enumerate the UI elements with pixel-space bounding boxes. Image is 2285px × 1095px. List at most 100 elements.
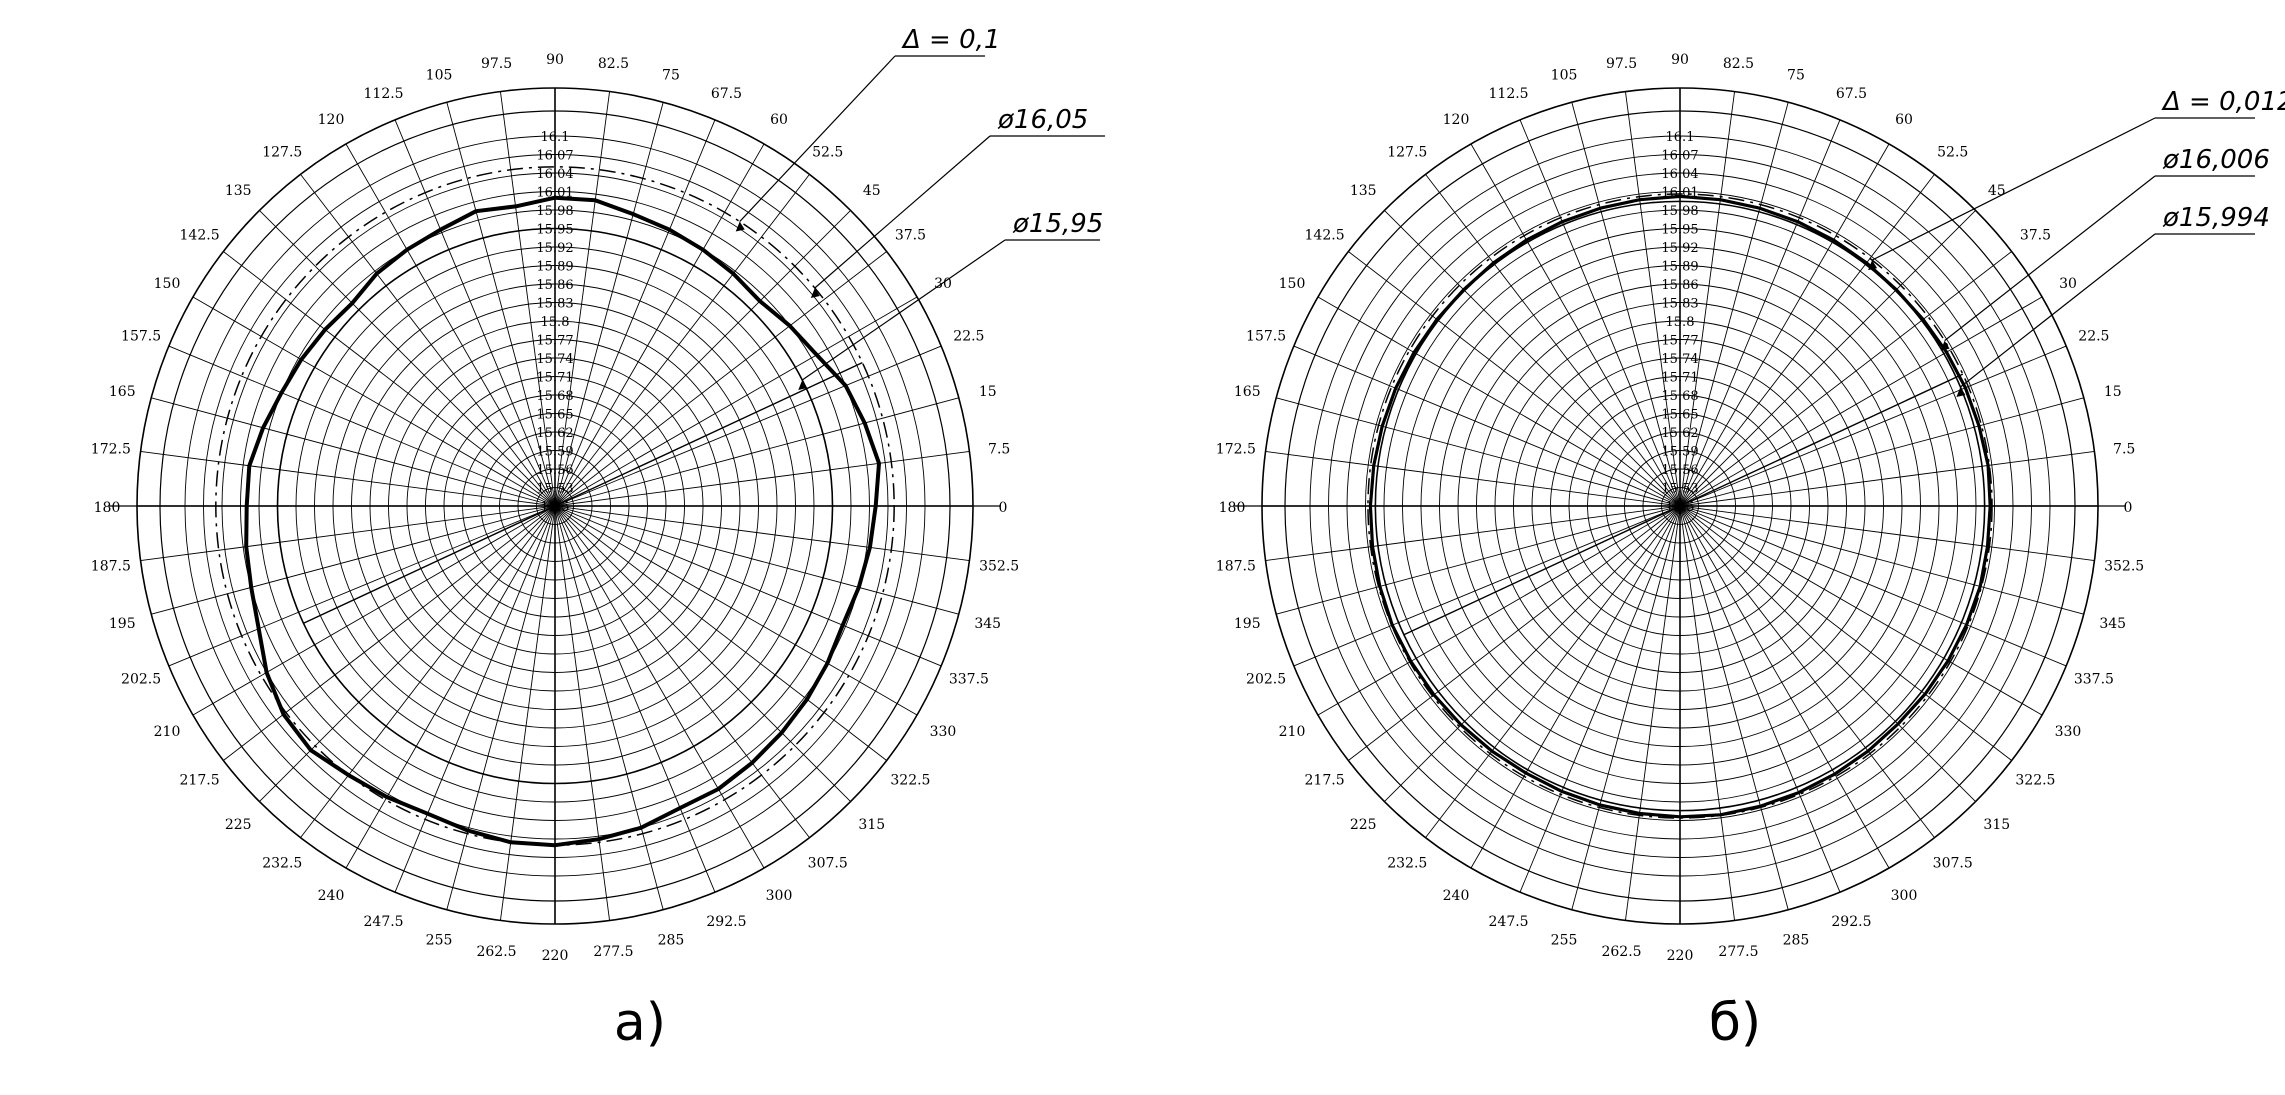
grid-spoke [499,91,556,507]
angle-tick-label: 60 [770,112,788,128]
angle-tick-label: 52.5 [812,145,843,161]
angle-tick-label: 7.5 [2113,442,2135,458]
angle-tick-label: 322.5 [890,773,930,789]
angle-tick-label: 105 [1551,67,1578,83]
grid-spoke [1470,143,1681,507]
callout-arrowhead [1868,260,1878,271]
grid-spoke [446,505,556,910]
radial-tick-label: 16.07 [536,149,573,164]
grid-spoke [554,296,918,507]
angle-tick-label: 30 [2059,276,2077,292]
angle-tick-label: 105 [426,67,453,83]
grid-spoke [168,345,556,507]
angle-tick-label: 112.5 [1489,86,1529,102]
angle-tick-label: 82.5 [1723,56,1754,72]
grid-spoke [223,251,556,507]
grid-spoke [1679,174,1935,507]
radial-tick-label: 15.77 [536,334,573,349]
grid-spoke [1519,119,1681,507]
grid-spoke [1679,450,2095,507]
grid-spoke [394,505,556,893]
grid-spoke [1679,119,1841,507]
angle-tick-label: 150 [154,276,181,292]
grid-spoke [1679,505,1890,869]
grid-spoke [151,505,556,615]
grid-spoke [223,505,556,761]
grid-spoke [1679,505,1841,893]
grid-spoke [554,450,970,507]
angle-tick-label: 75 [662,67,680,83]
grid-spoke [1571,102,1681,507]
caption-b: б) [1709,993,1761,1053]
grid-spoke [1679,505,1789,910]
radial-tick-label: 15.8 [541,315,570,330]
grid-spoke [554,397,959,507]
angle-tick-label: 195 [1234,616,1261,632]
measured-profile [1368,194,1992,819]
grid-spoke [259,210,556,507]
angle-tick-label: 240 [318,888,345,904]
angle-tick-label: 82.5 [598,56,629,72]
angle-tick-label: 330 [2055,724,2082,740]
angle-tick-label: 292.5 [1831,914,1871,930]
angle-tick-label: 60 [1895,112,1913,128]
radial-tick-label: 16.04 [536,167,573,182]
grid-spoke [554,505,611,921]
grid-spoke [140,450,556,507]
angle-tick-label: 37.5 [2020,227,2051,243]
angle-tick-label: 112.5 [364,86,404,102]
grid-spoke [554,119,716,507]
angle-tick-label: 165 [1234,384,1261,400]
grid-spoke [1679,102,1789,507]
radial-tick-label: 15.5 [1666,500,1695,515]
grid-spoke [1293,345,1681,507]
angle-tick-label: 217.5 [180,773,220,789]
angle-tick-label: 307.5 [1933,855,1973,871]
radial-tick-label: 15.71 [536,371,573,386]
grid-spoke [1425,174,1681,507]
grid-spoke [1519,505,1681,893]
angle-tick-label: 315 [858,817,885,833]
grid-spoke [1679,505,1736,921]
callout-leader [1960,233,2156,388]
callout-arrowhead [1956,386,1966,397]
angle-tick-label: 300 [766,888,793,904]
deviation-label: Δ = 0,1 [901,25,1000,55]
angle-tick-label: 345 [2099,616,2126,632]
angle-tick-label: 285 [658,933,685,949]
radial-tick-label: 15.83 [1661,297,1698,312]
radial-tick-label: 15.62 [536,426,573,441]
grid-spoke [554,143,765,507]
grid-spoke [1679,91,1736,507]
grid-spoke [554,174,810,507]
radial-tick-label: 15.68 [1661,389,1698,404]
radial-tick-label: 15.83 [536,297,573,312]
angle-tick-label: 262.5 [476,944,516,960]
callout-leader [1944,175,2156,342]
callout-leader [801,239,1006,381]
radial-tick-label: 15.89 [1661,260,1698,275]
angle-tick-label: 172.5 [91,442,131,458]
grid-spoke [192,505,556,716]
grid-spoke [554,505,887,761]
grid-spoke [499,505,556,921]
grid-spoke [1470,505,1681,869]
grid-spoke [1425,505,1681,838]
radial-tick-label: 15.59 [536,445,573,460]
grid-spoke [192,296,556,507]
grid-spoke [1384,210,1681,507]
angle-tick-label: 217.5 [1305,773,1345,789]
angle-tick-label: 277.5 [593,944,633,960]
radial-tick-label: 15.86 [1661,278,1698,293]
angle-tick-label: 15 [2104,384,2122,400]
angle-tick-label: 300 [1891,888,1918,904]
grid-spoke [1679,397,2084,507]
angle-tick-label: 135 [1350,183,1377,199]
grid-spoke [1348,251,1681,507]
radial-tick-label: 15.62 [1661,426,1698,441]
grid-spoke [554,505,918,716]
angle-tick-label: 75 [1787,67,1805,83]
grid-spoke [394,119,556,507]
grid-spoke [1679,210,1976,507]
grid-spoke [1265,505,1681,562]
